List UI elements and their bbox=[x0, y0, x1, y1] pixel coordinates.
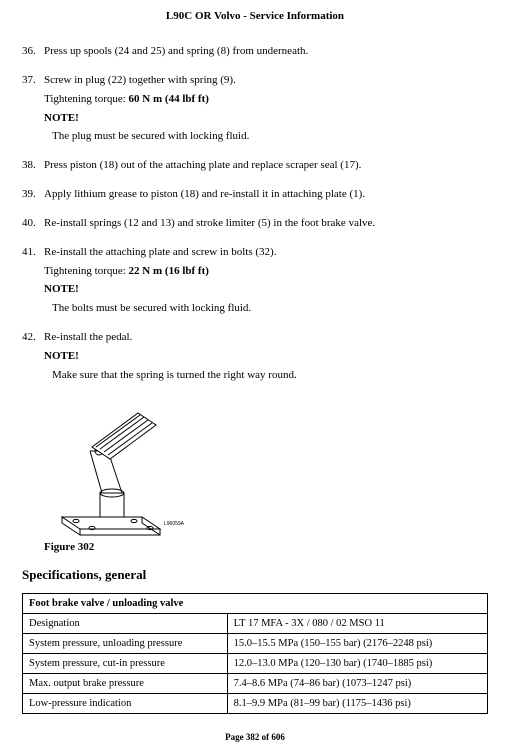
spec-label: Low-pressure indication bbox=[23, 693, 228, 713]
step-37: 37. Screw in plug (22) together with spr… bbox=[22, 73, 488, 144]
figure-302: L96059A Figure 302 bbox=[42, 397, 488, 553]
step-number: 40. bbox=[22, 216, 36, 231]
step-number: 41. bbox=[22, 245, 36, 260]
torque-value: 60 N m (44 lbf ft) bbox=[129, 93, 209, 105]
table-title-row: Foot brake valve / unloading valve bbox=[23, 593, 488, 613]
note-label: NOTE! bbox=[44, 111, 488, 126]
section-heading: Specifications, general bbox=[22, 567, 488, 583]
step-number: 42. bbox=[22, 330, 36, 345]
torque-prefix: Tightening torque: bbox=[44, 93, 129, 105]
table-row: Low-pressure indication 8.1–9.9 MPa (81–… bbox=[23, 693, 488, 713]
step-number: 37. bbox=[22, 73, 36, 88]
spec-value: 7.4–8.6 MPa (74–86 bar) (1073–1247 psi) bbox=[227, 673, 487, 693]
spec-value: 15.0–15.5 MPa (150–155 bar) (2176–2248 p… bbox=[227, 633, 487, 653]
spec-label: Max. output brake pressure bbox=[23, 673, 228, 693]
note-label: NOTE! bbox=[44, 349, 488, 364]
step-text: Re-install the attaching plate and screw… bbox=[44, 245, 488, 260]
figure-caption: Figure 302 bbox=[44, 541, 488, 553]
note-body: The bolts must be secured with locking f… bbox=[44, 301, 488, 316]
step-text: Press piston (18) out of the attaching p… bbox=[44, 158, 488, 173]
torque-value: 22 N m (16 lbf ft) bbox=[129, 265, 209, 277]
spec-value: 12.0–13.0 MPa (120–130 bar) (1740–1885 p… bbox=[227, 653, 487, 673]
step-number: 38. bbox=[22, 158, 36, 173]
torque-line: Tightening torque: 22 N m (16 lbf ft) bbox=[44, 264, 488, 279]
svg-text:L96059A: L96059A bbox=[164, 521, 185, 527]
step-number: 36. bbox=[22, 44, 36, 59]
spec-label: Designation bbox=[23, 613, 228, 633]
steps-list: 36. Press up spools (24 and 25) and spri… bbox=[22, 44, 488, 383]
torque-prefix: Tightening torque: bbox=[44, 265, 129, 277]
spec-label: System pressure, cut-in pressure bbox=[23, 653, 228, 673]
page-header: L90C OR Volvo - Service Information bbox=[22, 10, 488, 22]
step-40: 40. Re-install springs (12 and 13) and s… bbox=[22, 216, 488, 231]
note-label: NOTE! bbox=[44, 282, 488, 297]
step-text: Screw in plug (22) together with spring … bbox=[44, 73, 488, 88]
step-text: Press up spools (24 and 25) and spring (… bbox=[44, 44, 488, 59]
step-42: 42. Re-install the pedal. NOTE! Make sur… bbox=[22, 330, 488, 383]
table-title: Foot brake valve / unloading valve bbox=[23, 593, 488, 613]
step-38: 38. Press piston (18) out of the attachi… bbox=[22, 158, 488, 173]
table-row: System pressure, unloading pressure 15.0… bbox=[23, 633, 488, 653]
torque-line: Tightening torque: 60 N m (44 lbf ft) bbox=[44, 92, 488, 107]
note-body: The plug must be secured with locking fl… bbox=[44, 129, 488, 144]
spec-value: LT 17 MFA - 3X / 080 / 02 MSO 11 bbox=[227, 613, 487, 633]
spec-label: System pressure, unloading pressure bbox=[23, 633, 228, 653]
step-number: 39. bbox=[22, 187, 36, 202]
page-root: L90C OR Volvo - Service Information 36. … bbox=[0, 0, 510, 750]
step-text: Re-install the pedal. bbox=[44, 330, 488, 345]
spec-value: 8.1–9.9 MPa (81–99 bar) (1175–1436 psi) bbox=[227, 693, 487, 713]
step-36: 36. Press up spools (24 and 25) and spri… bbox=[22, 44, 488, 59]
table-row: System pressure, cut-in pressure 12.0–13… bbox=[23, 653, 488, 673]
note-body: Make sure that the spring is turned the … bbox=[44, 368, 488, 383]
spec-table: Foot brake valve / unloading valve Desig… bbox=[22, 593, 488, 714]
step-text: Re-install springs (12 and 13) and strok… bbox=[44, 216, 488, 231]
page-footer: Page 382 of 606 bbox=[22, 732, 488, 742]
table-row: Designation LT 17 MFA - 3X / 080 / 02 MS… bbox=[23, 613, 488, 633]
step-39: 39. Apply lithium grease to piston (18) … bbox=[22, 187, 488, 202]
step-41: 41. Re-install the attaching plate and s… bbox=[22, 245, 488, 316]
step-text: Apply lithium grease to piston (18) and … bbox=[44, 187, 488, 202]
pedal-illustration-icon: L96059A bbox=[42, 397, 202, 537]
table-row: Max. output brake pressure 7.4–8.6 MPa (… bbox=[23, 673, 488, 693]
